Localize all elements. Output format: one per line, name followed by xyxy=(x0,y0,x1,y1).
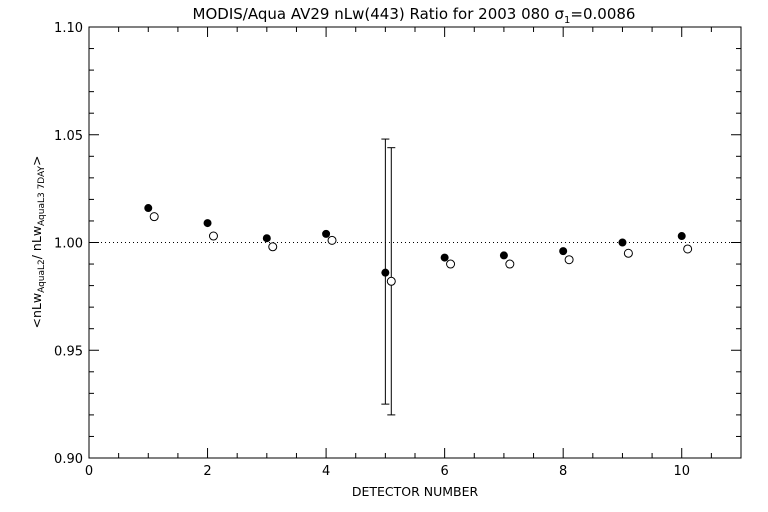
data-points xyxy=(144,138,693,416)
open-point xyxy=(149,212,159,222)
filled-point xyxy=(677,232,686,241)
x-axis-label: DETECTOR NUMBER xyxy=(352,484,479,499)
x-axis: 0 2 4 6 8 10 xyxy=(85,27,742,479)
x-tick-label: 8 xyxy=(559,464,567,479)
y-axis-label: <nLwAquaL2/ nLwAquaL3 7DAY> xyxy=(29,155,47,328)
chart-title: MODIS/Aqua AV29 nLw(443) Ratio for 2003 … xyxy=(193,5,636,26)
filled-point xyxy=(144,204,153,213)
filled-point xyxy=(559,247,568,256)
open-point xyxy=(268,242,278,252)
filled-point xyxy=(203,219,212,228)
open-point xyxy=(505,259,515,269)
open-point xyxy=(623,248,633,258)
filled-point xyxy=(381,268,390,277)
open-point xyxy=(446,259,456,269)
filled-point xyxy=(262,234,271,243)
filled-point xyxy=(618,238,627,247)
open-point xyxy=(327,235,337,245)
x-tick-label: 2 xyxy=(203,464,211,479)
x-tick-label: 4 xyxy=(322,464,330,479)
y-axis: 0.90 0.95 1.00 1.05 1.10 xyxy=(54,21,741,467)
y-tick-label: 0.90 xyxy=(54,452,83,467)
plot-frame xyxy=(88,26,742,459)
y-tick-label: 0.95 xyxy=(54,344,83,359)
open-point xyxy=(564,255,574,265)
open-point xyxy=(386,276,396,286)
y-tick-label: 1.00 xyxy=(54,237,83,252)
x-tick-label: 6 xyxy=(440,464,448,479)
open-point xyxy=(208,231,218,241)
open-point xyxy=(683,244,693,254)
y-tick-label: 1.05 xyxy=(54,129,83,144)
y-tick-label: 1.10 xyxy=(54,21,83,36)
x-tick-label: 10 xyxy=(673,464,690,479)
x-tick-label: 0 xyxy=(85,464,93,479)
filled-point xyxy=(440,253,449,262)
filled-point xyxy=(322,229,331,238)
filled-point xyxy=(499,251,508,260)
